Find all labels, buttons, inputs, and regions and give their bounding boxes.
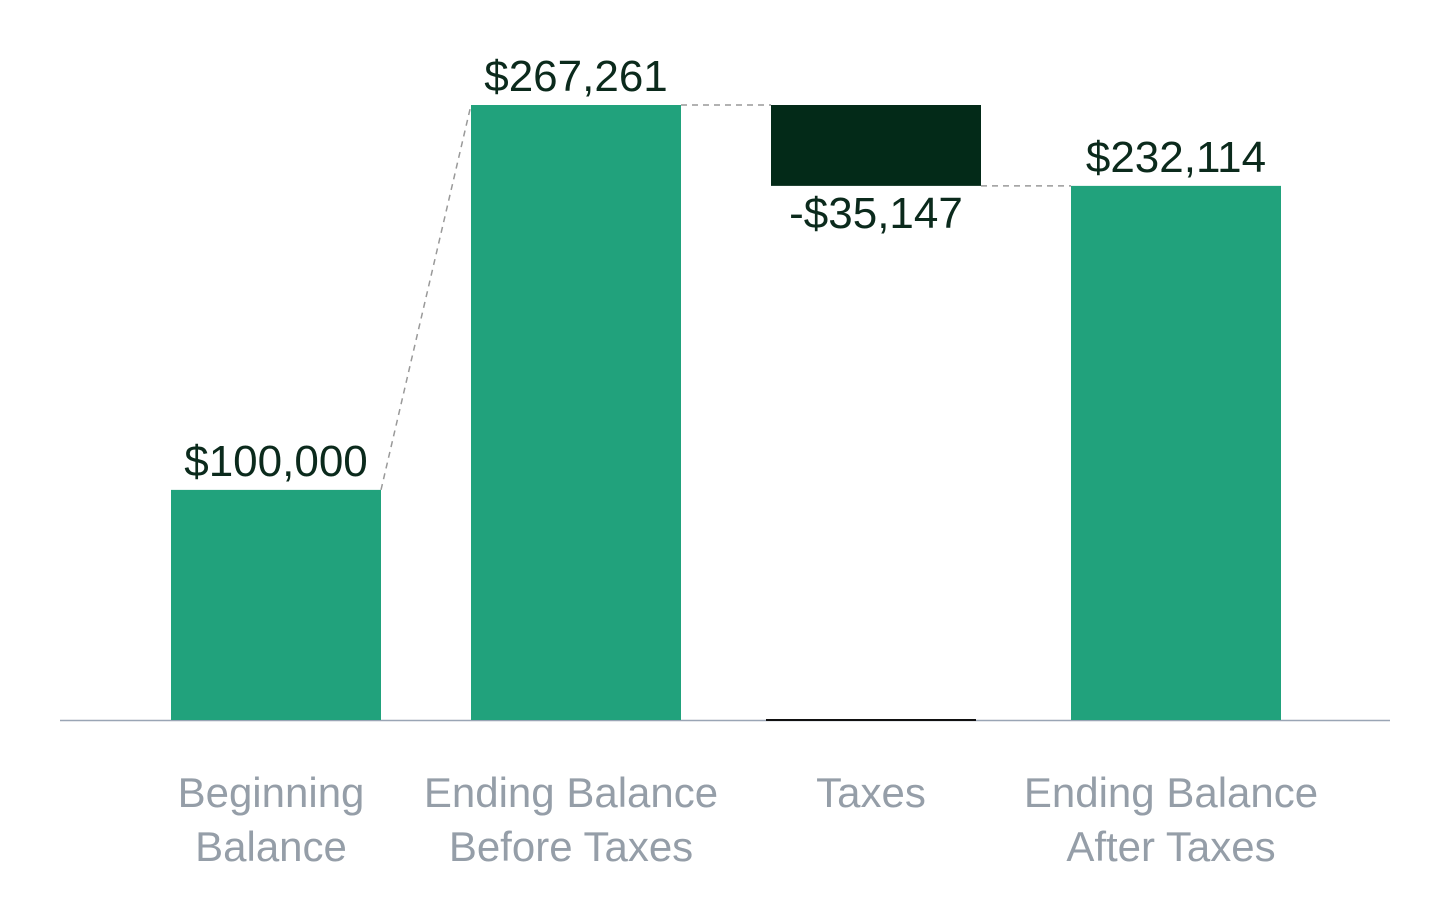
bar bbox=[771, 105, 981, 186]
value-label: $100,000 bbox=[184, 437, 368, 486]
connector bbox=[380, 104, 472, 491]
x-tick-label: Ending Balance bbox=[424, 769, 718, 816]
x-tick-label: Before Taxes bbox=[449, 823, 693, 870]
value-label: $232,114 bbox=[1086, 133, 1266, 182]
x-tick-label: Ending Balance bbox=[1024, 769, 1318, 816]
x-tick-label: Beginning bbox=[178, 769, 365, 816]
x-tick-label: Balance bbox=[195, 823, 347, 870]
value-label: -$35,147 bbox=[789, 189, 963, 238]
x-tick-label: After Taxes bbox=[1066, 823, 1275, 870]
bar bbox=[1071, 185, 1281, 721]
x-tick-label: Taxes bbox=[816, 769, 926, 816]
bar bbox=[471, 105, 681, 720]
bar bbox=[171, 489, 381, 720]
value-label: $267,261 bbox=[484, 52, 668, 101]
